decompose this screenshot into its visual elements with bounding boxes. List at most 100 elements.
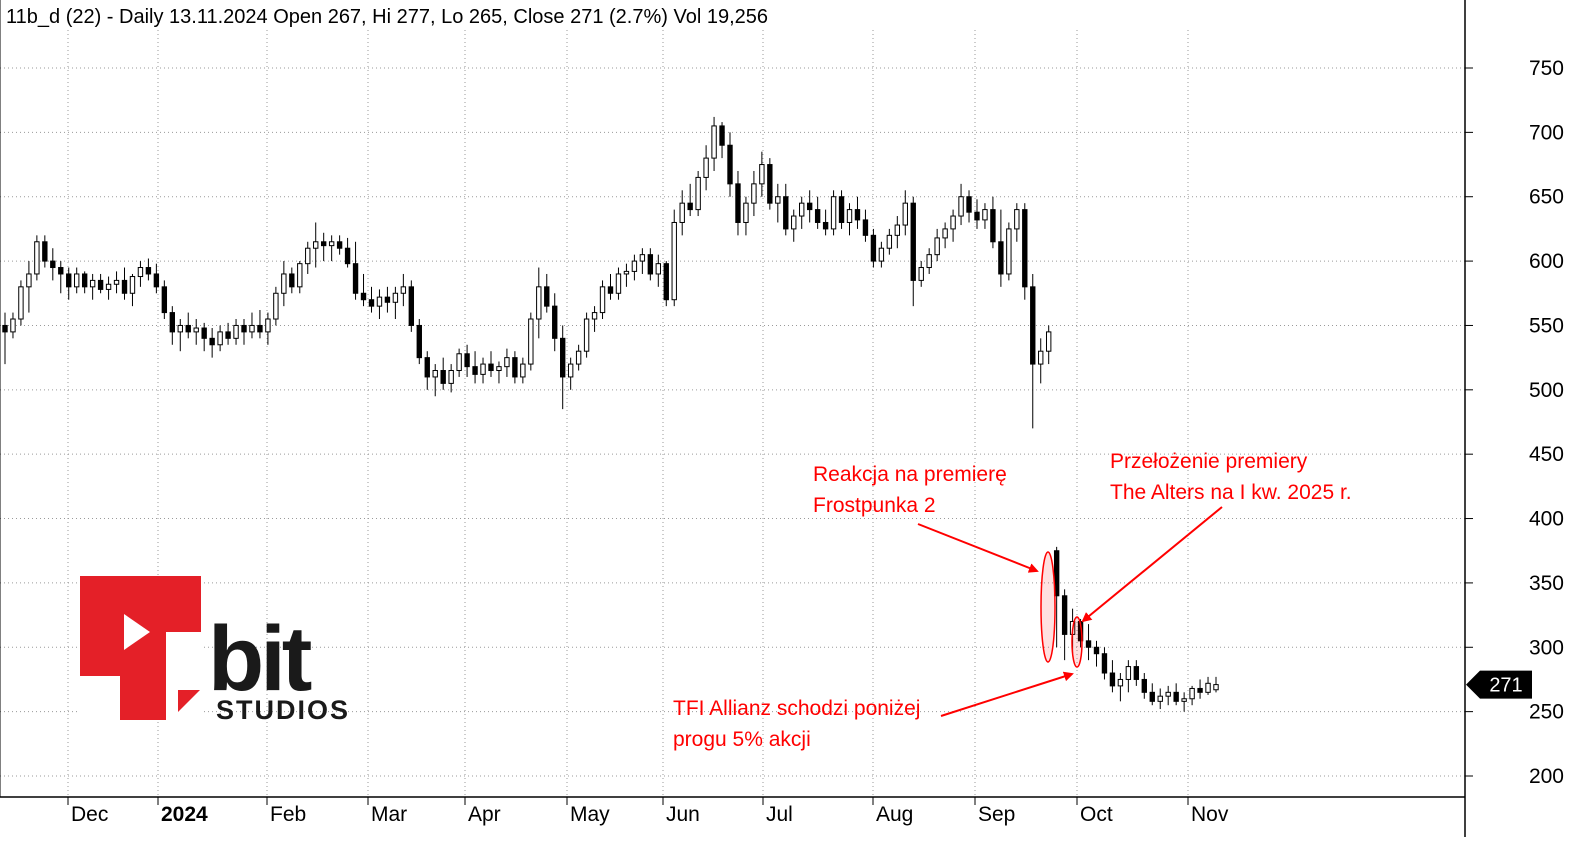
candle-body bbox=[1053, 550, 1060, 597]
candle-body bbox=[1173, 691, 1179, 702]
candle-body bbox=[1181, 698, 1187, 702]
candle-body bbox=[583, 318, 590, 352]
candle-body bbox=[1165, 691, 1171, 697]
candle-body bbox=[1030, 286, 1036, 365]
y-tick-label: 400 bbox=[1529, 508, 1564, 531]
candle-body bbox=[1117, 678, 1124, 687]
candle-body bbox=[305, 247, 311, 265]
x-tick-label: Aug bbox=[876, 803, 913, 826]
candle-body bbox=[121, 279, 128, 294]
candle-body bbox=[336, 241, 343, 249]
candle-body bbox=[496, 366, 502, 372]
candle-body bbox=[695, 176, 701, 211]
candle-body bbox=[281, 273, 287, 294]
highlight-ellipse bbox=[1071, 616, 1083, 668]
candle-body bbox=[560, 337, 566, 378]
candle-body bbox=[448, 370, 454, 384]
candle-body bbox=[679, 202, 685, 223]
candle-body bbox=[759, 164, 765, 185]
candle-body bbox=[791, 215, 797, 230]
annotation-text: TFI Allianz schodzi poniżej bbox=[673, 697, 920, 720]
logo-red-mark bbox=[80, 576, 201, 720]
candle-body bbox=[344, 247, 351, 265]
candle-body bbox=[599, 286, 606, 314]
candle-body bbox=[257, 324, 263, 333]
candle-body bbox=[711, 125, 717, 159]
candle-body bbox=[273, 292, 279, 320]
candle-body bbox=[328, 241, 335, 247]
candle-body bbox=[528, 318, 534, 365]
candle-body bbox=[998, 241, 1004, 275]
candle-body bbox=[297, 263, 303, 288]
candle-body bbox=[137, 267, 144, 278]
candle-body bbox=[639, 254, 646, 262]
candle-body bbox=[512, 357, 518, 378]
candle-body bbox=[360, 292, 367, 301]
candle-body bbox=[544, 286, 550, 307]
candle-body bbox=[488, 363, 494, 372]
candle-body bbox=[735, 183, 741, 223]
candle-body bbox=[1125, 666, 1132, 680]
candle-body bbox=[18, 286, 24, 320]
candle-body bbox=[1133, 666, 1140, 680]
candle-body bbox=[942, 228, 948, 239]
candle-body bbox=[105, 283, 112, 290]
annotation-arrow bbox=[1081, 506, 1223, 623]
logo-shard-icon bbox=[178, 690, 200, 712]
candle-body bbox=[878, 247, 885, 262]
candle-body bbox=[775, 196, 781, 204]
annotations: Reakcja na premierę Frostpunka 2 Przełożen… bbox=[673, 450, 1352, 751]
candle-body bbox=[767, 164, 773, 204]
candle-body bbox=[42, 241, 48, 262]
candle-body bbox=[384, 296, 391, 303]
annotation-text: Reakcja na premierę bbox=[813, 463, 1007, 486]
candle-body bbox=[352, 263, 359, 294]
candle-body bbox=[225, 331, 231, 339]
candle-body bbox=[631, 260, 638, 272]
candle-body bbox=[1006, 228, 1012, 275]
candle-body bbox=[838, 196, 845, 223]
candle-body bbox=[1014, 209, 1020, 230]
candle-body bbox=[34, 241, 40, 275]
candle-body bbox=[233, 324, 239, 339]
candle-body bbox=[958, 196, 964, 217]
candle-body bbox=[376, 296, 383, 307]
company-logo: bit STUDIOS bbox=[80, 576, 348, 725]
y-tick-label: 450 bbox=[1529, 443, 1564, 466]
y-tick-label: 650 bbox=[1529, 186, 1564, 209]
candle-body bbox=[74, 273, 80, 288]
x-tick-label: May bbox=[570, 803, 610, 826]
last-price-tag bbox=[1466, 670, 1532, 699]
y-tick-label: 700 bbox=[1529, 121, 1564, 144]
candle-body bbox=[814, 209, 821, 223]
candle-body bbox=[846, 209, 853, 223]
candle-body bbox=[799, 202, 805, 217]
candle-body bbox=[145, 267, 152, 275]
candle-body bbox=[241, 324, 247, 333]
candle-body bbox=[66, 273, 72, 288]
candle-body bbox=[209, 337, 215, 346]
candle-body bbox=[1038, 350, 1044, 365]
candle-body bbox=[1093, 646, 1100, 655]
x-tick-label: Dec bbox=[71, 803, 108, 826]
x-tick-label: Jul bbox=[766, 803, 793, 826]
y-tick-label: 600 bbox=[1529, 250, 1564, 273]
candle-body bbox=[591, 312, 598, 320]
candle-body bbox=[743, 202, 749, 223]
candle-body bbox=[719, 125, 725, 146]
candle-body bbox=[161, 286, 168, 314]
candle-body bbox=[201, 327, 207, 339]
chart-title: 11b_d (22) - Daily 13.11.2024 Open 267, … bbox=[6, 6, 768, 28]
candle-body bbox=[990, 209, 996, 243]
candle-body bbox=[751, 183, 757, 204]
candle-body bbox=[504, 357, 510, 368]
candle-body bbox=[974, 211, 980, 221]
candles bbox=[2, 116, 1219, 712]
candle-body bbox=[480, 363, 486, 375]
x-tick-label: Mar bbox=[371, 803, 407, 826]
candle-body bbox=[400, 286, 407, 294]
x-tick-label: Jun bbox=[666, 803, 700, 826]
x-tick-label: Apr bbox=[468, 803, 501, 826]
annotation-text: Przełożenie premiery bbox=[1110, 450, 1308, 473]
